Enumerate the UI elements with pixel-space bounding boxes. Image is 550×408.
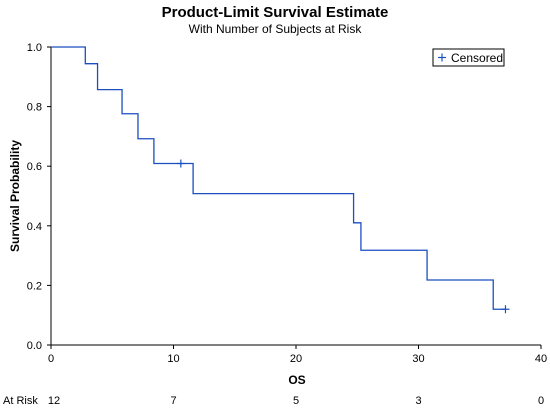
x-tick-label: 0 — [48, 353, 54, 365]
at-risk-label: At Risk — [3, 395, 38, 407]
y-tick-label: 0.0 — [27, 340, 42, 352]
y-tick-label: 0.6 — [27, 161, 42, 173]
x-tick-label: 10 — [167, 353, 179, 365]
y-tick-label: 0.2 — [27, 280, 42, 292]
survival-step-line — [51, 46, 506, 310]
chart-subtitle: With Number of Subjects at Risk — [189, 22, 363, 36]
at-risk-value: 12 — [48, 395, 60, 407]
y-tick-label: 0.4 — [27, 221, 42, 233]
x-tick-label: 40 — [535, 353, 547, 365]
x-tick-label: 20 — [290, 353, 302, 365]
y-tick-label: 1.0 — [27, 42, 42, 54]
x-axis-label: OS — [288, 373, 305, 387]
at-risk-value: 7 — [170, 395, 176, 407]
legend-box — [432, 48, 505, 67]
y-axis-label: Survival Probability — [8, 140, 22, 252]
x-tick-label: 30 — [412, 353, 424, 365]
y-tick-label: 0.8 — [27, 102, 42, 114]
at-risk-value: 5 — [293, 395, 299, 407]
at-risk-value: 0 — [538, 395, 544, 407]
legend: Censored — [432, 48, 505, 67]
at-risk-value: 3 — [415, 395, 421, 407]
legend-censored-label: Censored — [451, 51, 503, 65]
chart-title: Product-Limit Survival Estimate — [162, 4, 389, 21]
